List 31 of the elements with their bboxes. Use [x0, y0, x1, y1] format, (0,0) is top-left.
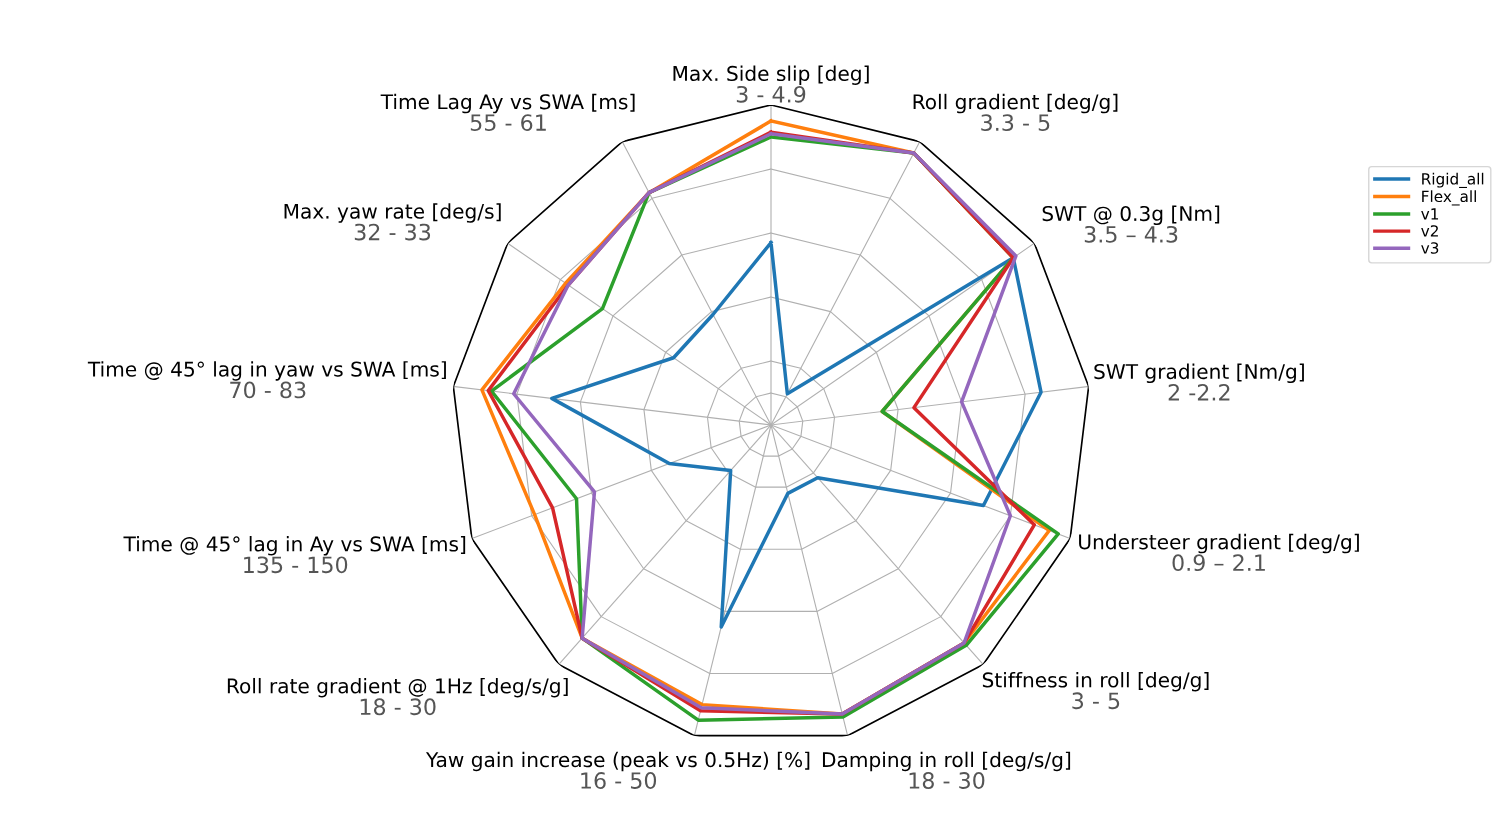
spoke-label: Damping in roll [deg/s/g]: [822, 751, 1071, 772]
legend-label: v2: [1421, 225, 1438, 237]
spoke-label: Max. Side slip [deg]: [673, 65, 869, 85]
legend-label: v3: [1421, 242, 1439, 254]
spoke-label: Time @ 45° lag in Ay vs SWA [ms]: [123, 535, 466, 556]
text: 2 -2.2: [1168, 383, 1230, 401]
spoke-label: Time @ 45° lag in yaw vs SWA [ms]: [87, 361, 446, 381]
legend-label: Rigid_all: [1422, 172, 1484, 188]
legend-label: Flex_all: [1422, 190, 1476, 206]
text: 3.5 – 4.3: [1084, 225, 1178, 243]
text: 18 - 30: [909, 772, 985, 789]
spoke-label: Max. yaw rate [deg/s]: [284, 203, 501, 223]
spoke-label: Time Lag Ay vs SWA [ms]: [380, 93, 635, 114]
legend-label: v1: [1421, 208, 1439, 220]
text: 0.9 – 2.1: [1172, 554, 1265, 572]
text: 16 - 50: [581, 772, 657, 789]
text: 135 - 150: [244, 556, 348, 574]
text: 3.3 - 5: [981, 114, 1050, 132]
text: 70 - 83: [230, 381, 306, 399]
spoke-label: SWT @ 0.3g [Nm]: [1042, 205, 1220, 226]
spoke-label: Roll rate gradient @ 1Hz [deg/s/g]: [227, 677, 568, 698]
spoke-label: Understeer gradient [deg/g]: [1079, 533, 1359, 554]
spoke-label: Roll gradient [deg/g]: [913, 93, 1118, 114]
text: 3 - 5: [1072, 692, 1120, 710]
text: 18 - 30: [360, 698, 436, 716]
text: 32 - 33: [354, 223, 431, 241]
spoke-label: Stiffness in roll [deg/g]: [982, 671, 1209, 692]
text: 3 - 4.9: [736, 85, 806, 103]
spoke-label: Yaw gain increase (peak vs 0.5Hz) [%]: [425, 751, 810, 772]
text: 55 - 61: [470, 114, 546, 132]
spoke-label: SWT gradient [Nm/g]: [1094, 363, 1304, 384]
